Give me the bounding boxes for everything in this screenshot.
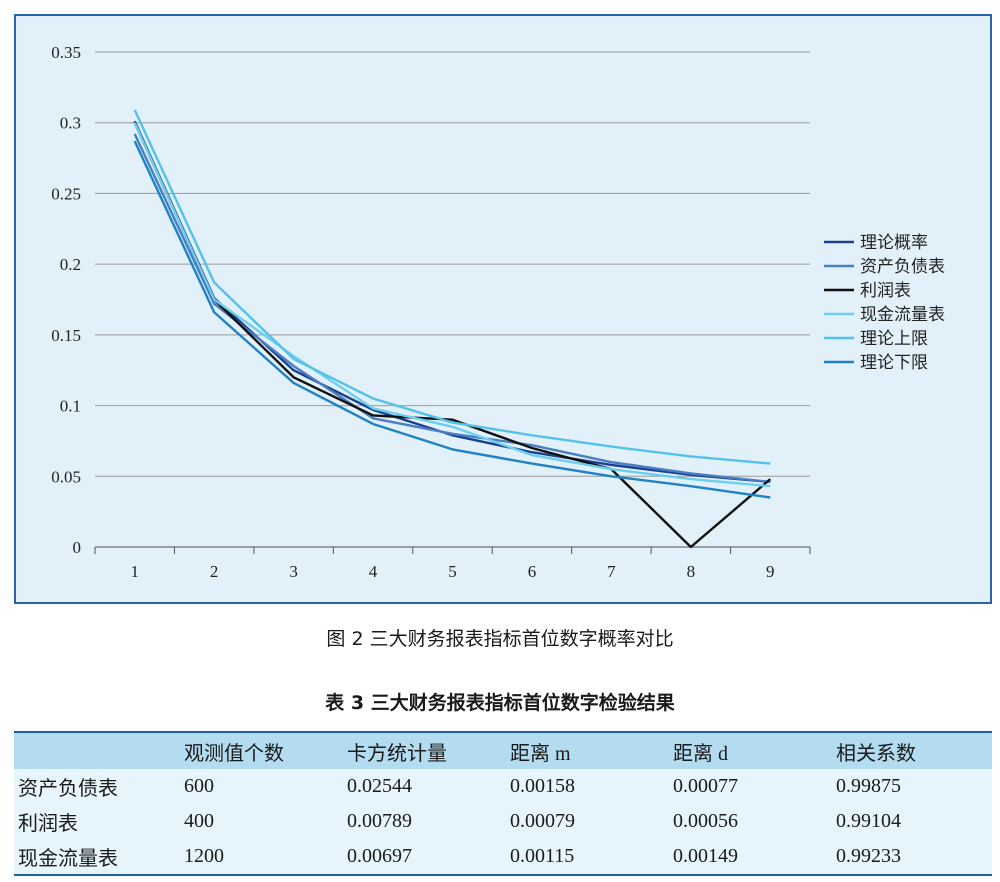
legend-label: 资产负债表	[860, 257, 945, 277]
table-cell: 0.00697	[343, 839, 506, 876]
y-tick-label: 0.15	[51, 326, 81, 345]
y-tick-label: 0.2	[60, 255, 81, 274]
series-line-1	[133, 120, 771, 484]
legend-label: 现金流量表	[860, 305, 945, 325]
results-table: 观测值个数 卡方统计量 距离 m 距离 d 相关系数 资产负债表 600 0.0…	[14, 731, 992, 876]
table-cell: 0.99233	[832, 839, 992, 876]
table-caption: 表 3 三大财务报表指标首位数字检验结果	[325, 692, 675, 714]
header-cell	[14, 732, 180, 769]
table-row: 利润表 400 0.00789 0.00079 0.00056 0.99104	[14, 804, 992, 839]
table-cell: 利润表	[18, 813, 78, 835]
table-cell: 0.00077	[673, 775, 738, 797]
y-tick-label: 0.25	[51, 184, 81, 203]
y-tick-label: 0	[73, 538, 82, 557]
chart-panel: 0 0.05 0.1 0.15 0.2 0.25 0.3 0.35 1 2 3 4 5 6 7 8 9 理论概率资…	[14, 14, 992, 604]
x-tick-label: 9	[766, 562, 775, 581]
y-tick-label: 0.35	[51, 43, 81, 62]
table-cell: 0.00056	[673, 810, 738, 832]
table-cell: 0.99875	[836, 775, 901, 797]
table-header-row: 观测值个数 卡方统计量 距离 m 距离 d 相关系数	[14, 732, 992, 769]
legend-label: 理论概率	[860, 233, 928, 253]
table-cell: 0.99104	[836, 810, 901, 832]
legend-label: 利润表	[860, 281, 911, 301]
header-cell: 相关系数	[836, 742, 916, 765]
table-cell: 0.00079	[510, 810, 575, 832]
table-cell: 400	[184, 810, 214, 832]
table-cell: 现金流量表	[14, 839, 180, 876]
y-tick-label: 0.05	[51, 467, 81, 486]
legend-label: 理论上限	[860, 329, 928, 349]
table-cell: 0.00158	[510, 775, 575, 797]
table-cell: 0.00789	[347, 810, 412, 832]
series-line-5	[133, 109, 771, 465]
x-tick-label: 6	[528, 562, 537, 581]
legend-label: 理论下限	[860, 353, 928, 373]
y-tick-label: 0.3	[60, 114, 81, 133]
header-cell: 观测值个数	[184, 742, 284, 765]
table-cell: 600	[184, 775, 214, 797]
table-cell: 0.00149	[669, 839, 832, 876]
x-tick-label: 2	[210, 562, 219, 581]
series-line-3	[133, 122, 772, 549]
x-tick-label: 7	[607, 562, 616, 581]
table-cell: 1200	[180, 839, 343, 876]
table-cell: 资产负债表	[18, 778, 118, 800]
figure-caption: 图 2 三大财务报表指标首位数字概率对比	[326, 628, 674, 650]
header-cell: 距离 m	[510, 742, 571, 765]
series-line-6	[133, 140, 771, 499]
table-row: 现金流量表 1200 0.00697 0.00115 0.00149 0.992…	[14, 839, 992, 876]
series-line-4	[133, 122, 771, 488]
x-tick-label: 4	[369, 562, 378, 581]
header-cell: 卡方统计量	[347, 742, 447, 765]
table-row: 资产负债表 600 0.02544 0.00158 0.00077 0.9987…	[14, 769, 992, 804]
x-tick-label: 1	[130, 562, 139, 581]
table-cell: 0.02544	[347, 775, 412, 797]
x-tick-label: 8	[687, 562, 696, 581]
chart-background	[14, 14, 992, 604]
x-tick-label: 3	[289, 562, 298, 581]
x-tick-label: 5	[448, 562, 457, 581]
table-cell: 0.00115	[506, 839, 669, 876]
header-cell: 距离 d	[673, 742, 728, 765]
line-chart: 0 0.05 0.1 0.15 0.2 0.25 0.3 0.35 1 2 3 4 5 6 7 8 9 理论概率资…	[14, 14, 992, 604]
y-tick-label: 0.1	[60, 397, 81, 416]
